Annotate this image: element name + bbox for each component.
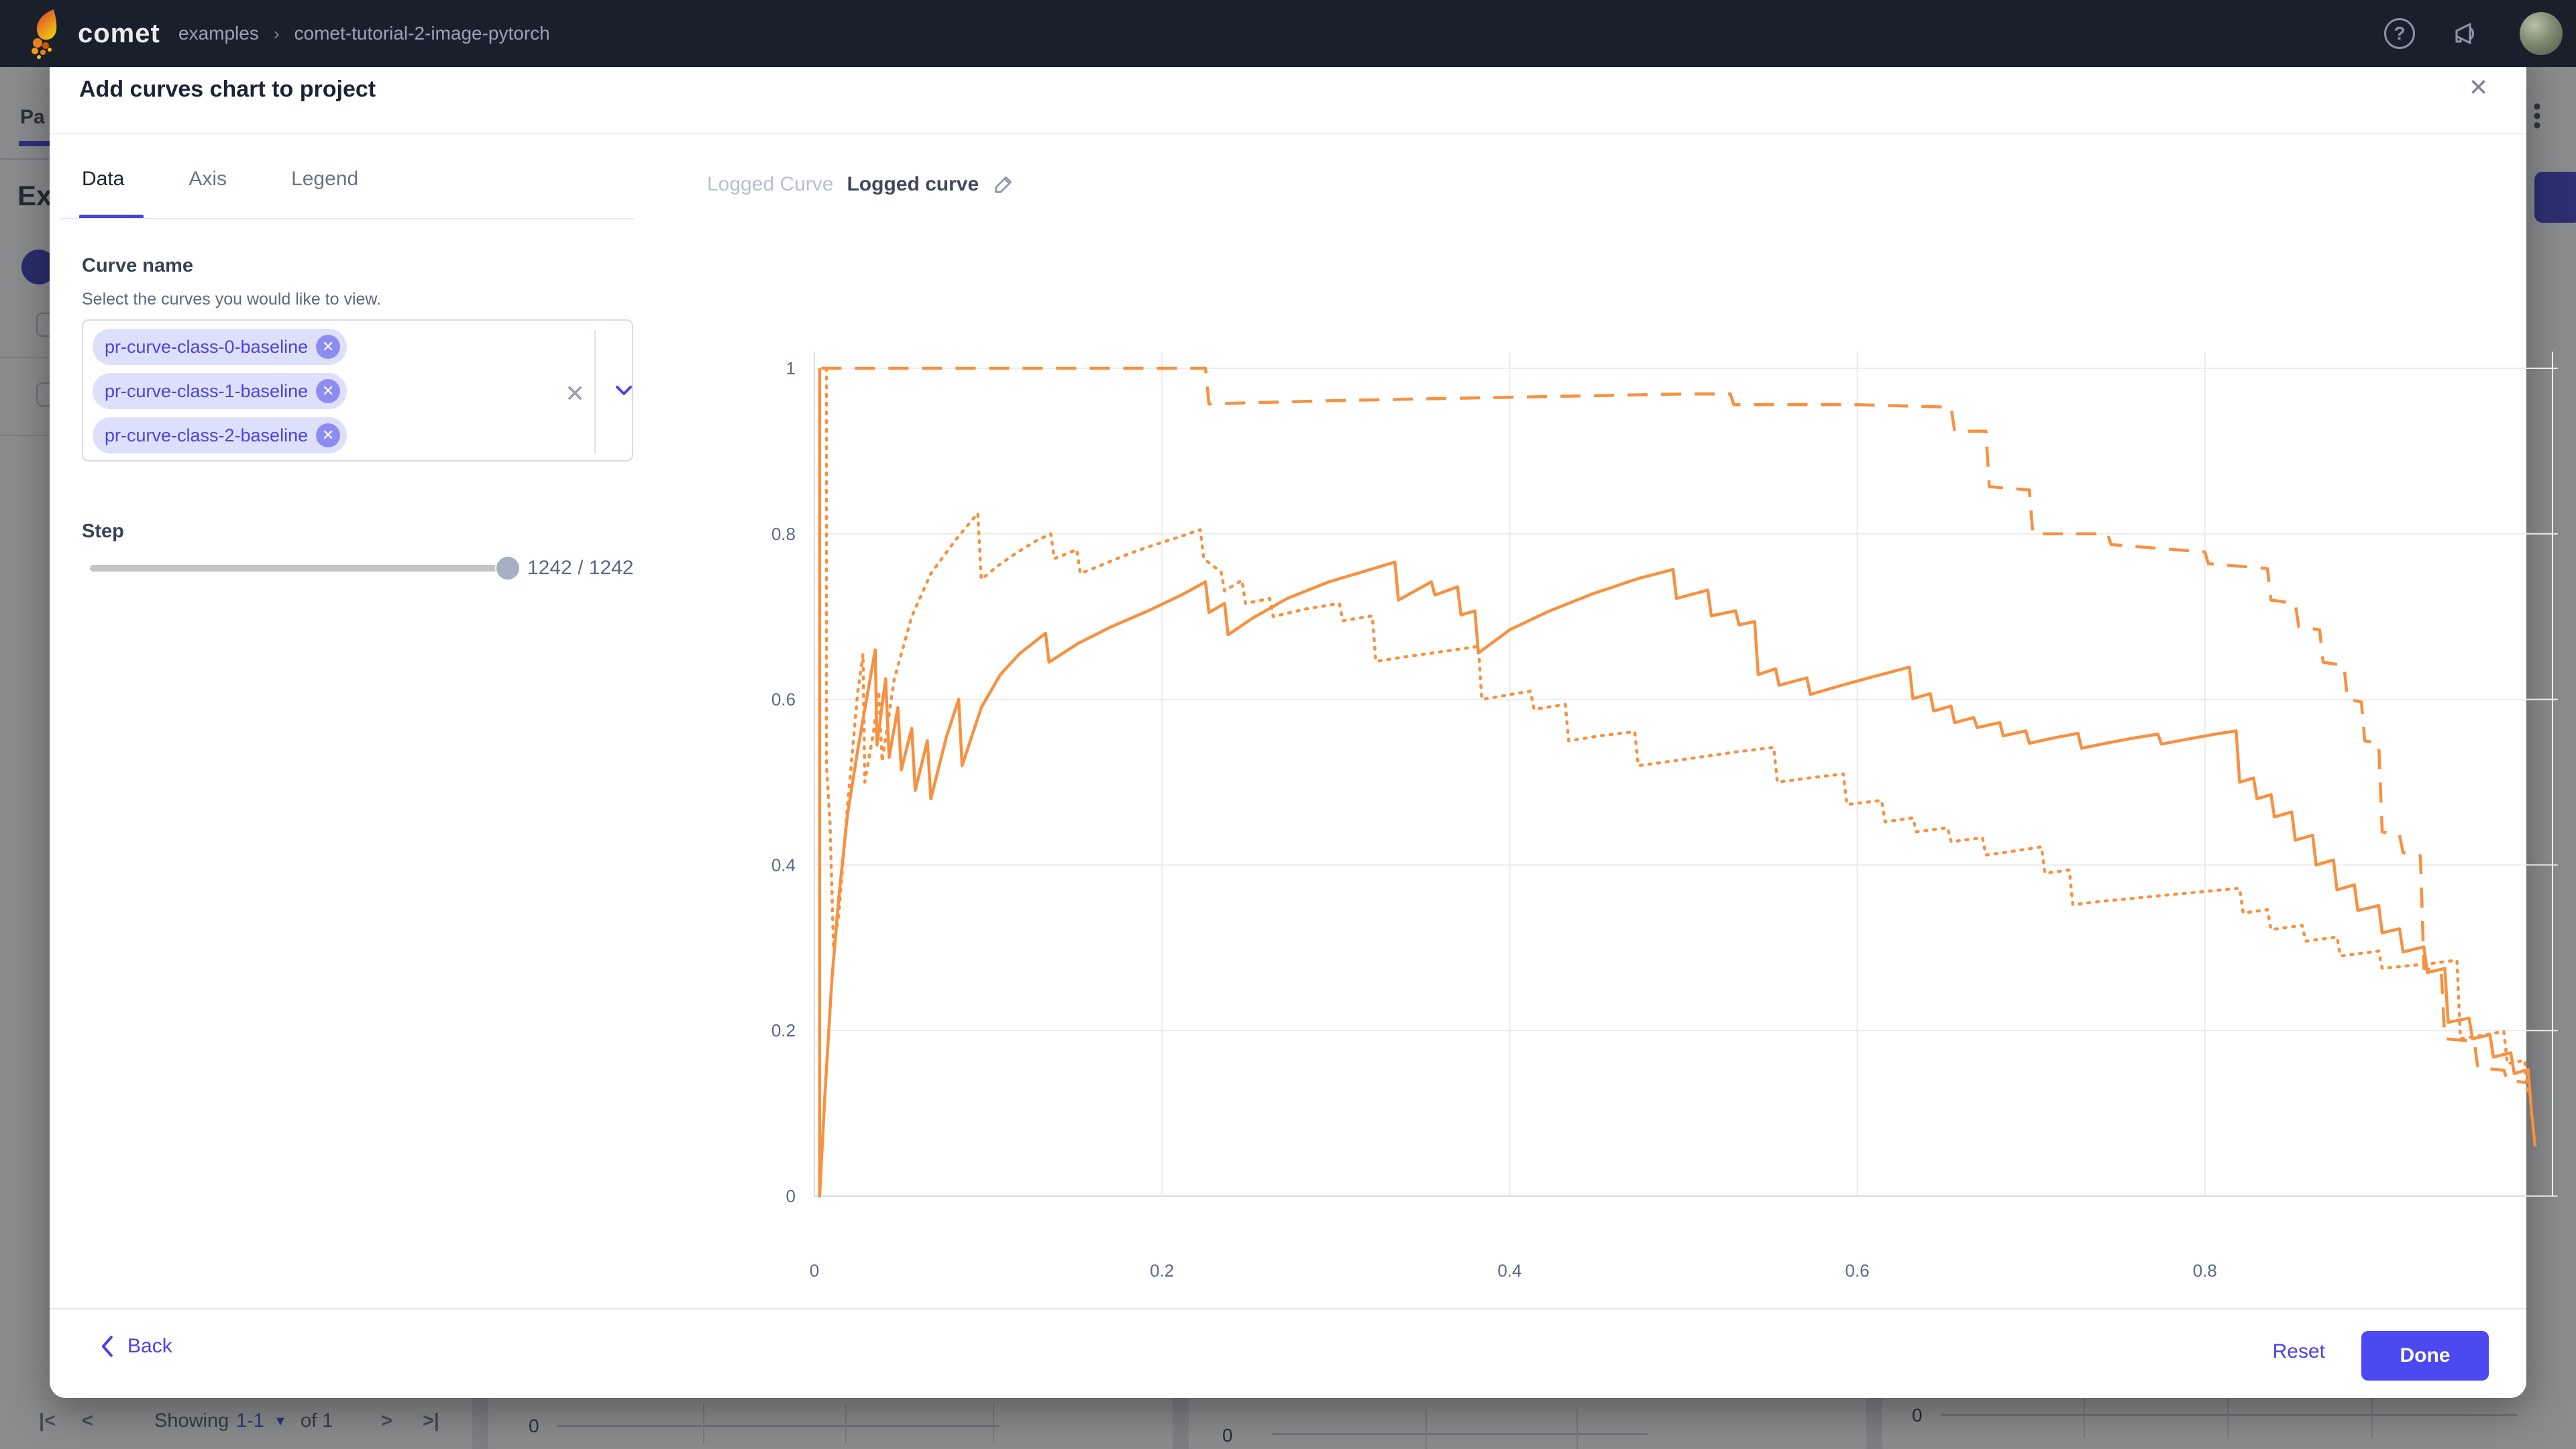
- curve-solid: [818, 368, 2537, 1198]
- x-tick-label: 0.8: [2193, 1260, 2217, 1281]
- curve-chip: pr-curve-class-2-baseline ✕: [93, 417, 347, 453]
- active-tab-underline: [79, 215, 144, 219]
- comet-logo[interactable]: comet: [27, 8, 160, 59]
- y-tick-label: 0.6: [771, 690, 796, 710]
- megaphone-icon[interactable]: [2451, 17, 2483, 50]
- curve-multiselect[interactable]: pr-curve-class-0-baseline ✕ pr-curve-cla…: [82, 319, 633, 462]
- curve-chip: pr-curve-class-0-baseline ✕: [93, 329, 347, 365]
- curve-chip: pr-curve-class-1-baseline ✕: [93, 373, 347, 409]
- select-divider: [594, 330, 596, 453]
- back-button-label: Back: [127, 1335, 172, 1357]
- breadcrumb-project[interactable]: comet-tutorial-2-image-pytorch: [294, 23, 550, 44]
- tab-legend[interactable]: Legend: [291, 168, 359, 190]
- y-tick-label: 0.8: [771, 524, 796, 544]
- top-navigation-bar: comet examples › comet-tutorial-2-image-…: [0, 0, 2576, 67]
- help-icon[interactable]: ?: [2384, 18, 2415, 49]
- modal-title: Add curves chart to project: [79, 76, 376, 102]
- x-tick-label: 0.4: [1497, 1260, 1521, 1281]
- curve-chip-label: pr-curve-class-2-baseline: [105, 425, 309, 445]
- chip-remove-icon[interactable]: ✕: [316, 335, 341, 359]
- step-slider-thumb[interactable]: [495, 555, 521, 581]
- step-slider-track[interactable]: [90, 565, 508, 572]
- clear-all-icon[interactable]: ✕: [565, 380, 586, 407]
- done-button[interactable]: Done: [2361, 1331, 2489, 1381]
- curve-chip-label: pr-curve-class-0-baseline: [105, 336, 309, 357]
- back-button[interactable]: Back: [98, 1335, 172, 1358]
- chevron-down-icon[interactable]: [610, 377, 637, 404]
- y-tick-label: 0.2: [771, 1020, 796, 1040]
- y-tick-label: 0: [786, 1186, 796, 1206]
- tab-data[interactable]: Data: [82, 168, 125, 190]
- step-label: Step: [82, 521, 124, 542]
- reset-button[interactable]: Reset: [2272, 1340, 2325, 1362]
- comet-flame-icon: [32, 9, 57, 59]
- chip-remove-icon[interactable]: ✕: [316, 423, 341, 447]
- curve-name-label: Curve name: [82, 255, 194, 276]
- user-avatar[interactable]: [2520, 12, 2563, 55]
- logged-curve-label: Logged Curve: [707, 173, 834, 195]
- x-tick-label: 0.2: [1150, 1260, 1174, 1281]
- comet-logo-text: comet: [78, 18, 160, 48]
- curve-dotted: [824, 366, 2530, 1099]
- breadcrumb-separator-icon: ›: [273, 23, 280, 44]
- breadcrumb-workspace[interactable]: examples: [178, 23, 259, 44]
- step-value: 1242 / 1242: [527, 557, 634, 579]
- close-icon[interactable]: ×: [2469, 69, 2487, 104]
- tab-axis[interactable]: Axis: [189, 168, 227, 190]
- y-tick-label: 0.4: [771, 855, 796, 875]
- modal-header-divider: [50, 133, 2526, 134]
- curve-chip-label: pr-curve-class-1-baseline: [105, 380, 309, 401]
- tabs-divider: [60, 218, 634, 219]
- x-tick-label: 0.6: [1845, 1260, 1870, 1281]
- y-tick-label: 1: [786, 358, 796, 378]
- curve-dashed: [821, 366, 2527, 1085]
- pr-curves-chart[interactable]: 0 0.2 0.4 0.6 0.8 1 0 0.2 0.4 0.6 0.8: [720, 323, 2559, 1330]
- breadcrumb: examples › comet-tutorial-2-image-pytorc…: [178, 0, 550, 67]
- curve-name-helper-text: Select the curves you would like to view…: [82, 290, 382, 309]
- chevron-left-icon: [101, 1336, 113, 1357]
- modal-footer-divider: [50, 1308, 2526, 1309]
- chip-remove-icon[interactable]: ✕: [316, 379, 341, 403]
- logged-curve-value: Logged curve: [847, 173, 979, 195]
- add-curves-chart-modal: Add curves chart to project × Data Axis …: [50, 42, 2558, 1398]
- x-tick-label: 0: [810, 1260, 819, 1281]
- edit-pencil-icon[interactable]: [992, 173, 1015, 196]
- modal-tabs: Data Axis Legend: [82, 168, 358, 209]
